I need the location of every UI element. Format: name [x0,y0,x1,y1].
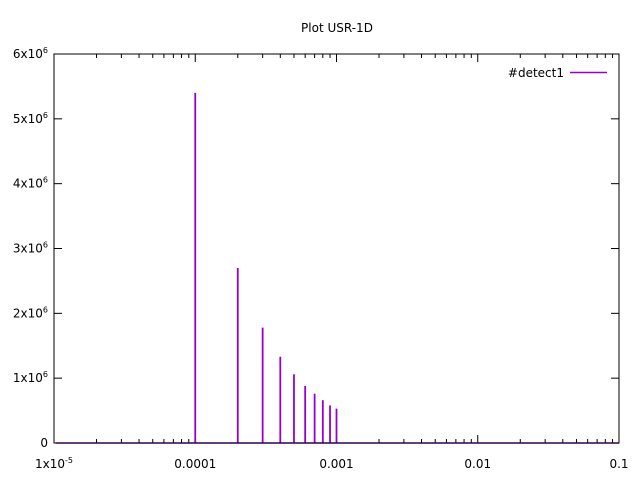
y-tick-label: 6x106 [13,46,48,61]
legend-label: #detect1 [508,66,564,80]
y-tick-label: 5x106 [13,111,48,126]
y-tick-label: 4x106 [13,176,48,191]
y-tick-label: 1x106 [13,370,48,385]
x-tick-label: 0.1 [609,457,628,471]
ticks-layer: 1x10-5 0.0001 0.001 0.01 0.1 0 1x106 2x106 3x106… [13,46,629,471]
y-tick-label: 0 [40,436,48,450]
x-tick-label: 1x10-5 [35,456,73,471]
chart-title: Plot USR-1D [301,21,373,35]
y-tick-label: 2x106 [13,305,48,320]
x-tick-label: 0.01 [464,457,491,471]
y-tick-label: 3x106 [13,241,48,256]
x-tick-label: 0.001 [319,457,353,471]
legend: #detect1 [508,66,607,80]
plot-area-border [53,53,620,444]
x-tick-label: 0.0001 [174,457,216,471]
